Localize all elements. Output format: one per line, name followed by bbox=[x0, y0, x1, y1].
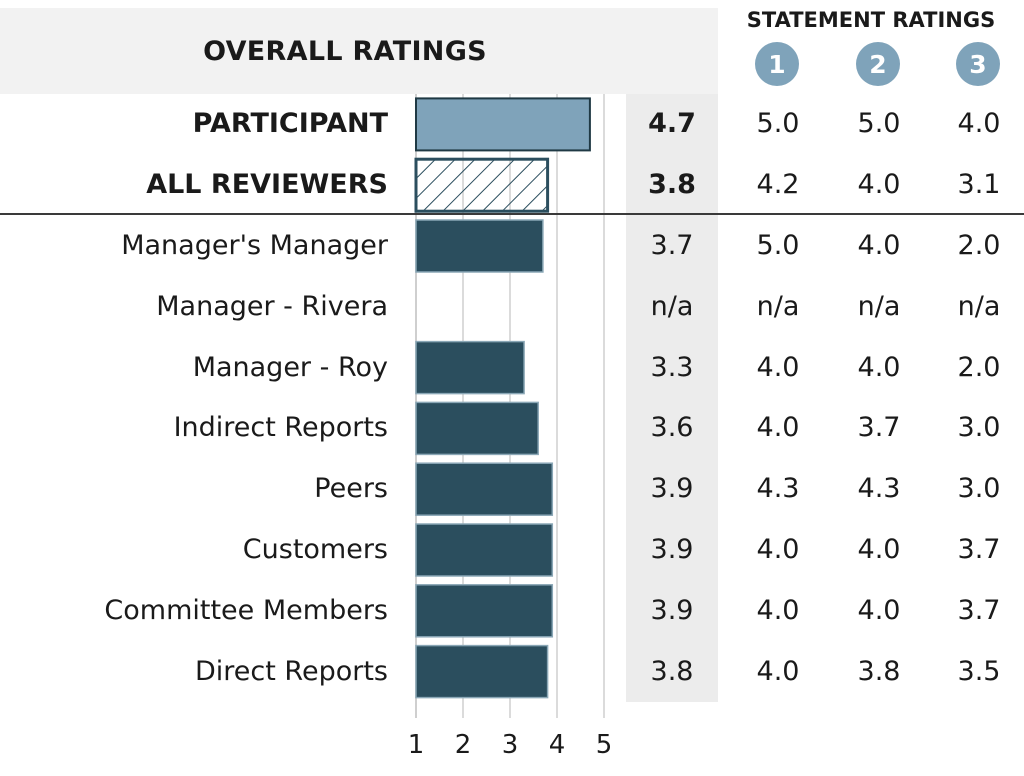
bar-participant bbox=[415, 97, 591, 152]
average-rating-value: 3.3 bbox=[650, 351, 694, 383]
average-rating-value: 3.9 bbox=[650, 534, 694, 565]
x-tick-label: 1 bbox=[407, 730, 425, 760]
statement-1-value: 4.0 bbox=[756, 351, 800, 383]
row-label: Manager's Manager bbox=[121, 230, 388, 261]
average-rating-value: n/a bbox=[650, 290, 694, 322]
row-label: Customers bbox=[242, 534, 388, 565]
average-rating-value: 3.9 bbox=[650, 594, 694, 626]
statement-3-badge: 3 bbox=[956, 42, 1000, 86]
section-divider bbox=[0, 213, 1024, 215]
statement-3-value: 3.0 bbox=[957, 473, 1001, 505]
statement-3-value: 3.0 bbox=[957, 412, 1001, 444]
row-label: Indirect Reports bbox=[173, 412, 388, 444]
statement-1-badge: 1 bbox=[755, 42, 799, 86]
row-label: Manager - Rivera bbox=[156, 290, 388, 322]
bar-indirect-reports bbox=[415, 401, 539, 456]
bar-manager-roy bbox=[415, 340, 525, 395]
statement-3-value: 3.7 bbox=[957, 594, 1001, 626]
statement-2-value: 5.0 bbox=[857, 108, 901, 140]
bar-peers bbox=[415, 462, 554, 516]
statement-1-value: 4.0 bbox=[756, 655, 800, 687]
average-rating-value: 3.6 bbox=[650, 412, 694, 444]
row-label: PARTICIPANT bbox=[192, 108, 388, 140]
average-rating-value: 4.7 bbox=[648, 108, 696, 140]
bar-committee-members bbox=[415, 584, 554, 638]
average-rating-value: 3.8 bbox=[648, 169, 696, 201]
statement-3-value: 4.0 bbox=[957, 108, 1001, 140]
statement-2-value: 4.3 bbox=[857, 473, 901, 505]
statement-2-value: 4.0 bbox=[857, 534, 901, 565]
x-tick-label: 4 bbox=[548, 730, 566, 760]
row-label: ALL REVIEWERS bbox=[146, 169, 388, 201]
average-rating-value: 3.7 bbox=[650, 230, 694, 261]
statement-2-badge: 2 bbox=[856, 42, 900, 86]
statement-2-value: n/a bbox=[857, 290, 901, 322]
statement-3-value: n/a bbox=[957, 290, 1001, 322]
statement-1-value: 4.0 bbox=[756, 594, 800, 626]
statement-3-value: 2.0 bbox=[957, 230, 1001, 261]
statement-3-value: 3.7 bbox=[957, 534, 1001, 565]
bar-direct-reports bbox=[415, 644, 549, 699]
row-label: Committee Members bbox=[104, 594, 388, 626]
statement-2-value: 3.7 bbox=[857, 412, 901, 444]
bar-all-reviewers bbox=[414, 157, 550, 213]
x-tick-label: 3 bbox=[501, 730, 519, 760]
row-label: Direct Reports bbox=[195, 655, 388, 687]
statement-2-value: 3.8 bbox=[857, 655, 901, 687]
overall-ratings-title: OVERALL RATINGS bbox=[203, 35, 487, 67]
statement-1-value: 4.3 bbox=[756, 473, 800, 505]
bar-manager-s-manager bbox=[415, 219, 544, 273]
x-tick-label: 2 bbox=[454, 730, 472, 760]
statement-ratings-title: STATEMENT RATINGS bbox=[746, 8, 996, 32]
statement-3-value: 3.1 bbox=[957, 169, 1001, 201]
x-tick-label: 5 bbox=[595, 730, 613, 760]
row-label: Manager - Roy bbox=[192, 351, 388, 383]
average-rating-value: 3.8 bbox=[650, 655, 694, 687]
statement-3-value: 3.5 bbox=[957, 655, 1001, 687]
statement-2-value: 4.0 bbox=[857, 594, 901, 626]
average-column-band bbox=[626, 94, 718, 702]
statement-1-value: 4.0 bbox=[756, 412, 800, 444]
statement-1-value: 4.2 bbox=[756, 169, 800, 201]
statement-2-value: 4.0 bbox=[857, 169, 901, 201]
statement-1-value: n/a bbox=[756, 290, 800, 322]
statement-1-value: 5.0 bbox=[756, 108, 800, 140]
row-label: Peers bbox=[314, 473, 388, 505]
statement-2-value: 4.0 bbox=[857, 351, 901, 383]
average-rating-value: 3.9 bbox=[650, 473, 694, 505]
statement-2-value: 4.0 bbox=[857, 230, 901, 261]
overall-header-band bbox=[0, 8, 718, 94]
statement-1-value: 5.0 bbox=[756, 230, 800, 261]
statement-3-value: 2.0 bbox=[957, 351, 1001, 383]
bar-customers bbox=[415, 523, 554, 577]
statement-1-value: 4.0 bbox=[756, 534, 800, 565]
